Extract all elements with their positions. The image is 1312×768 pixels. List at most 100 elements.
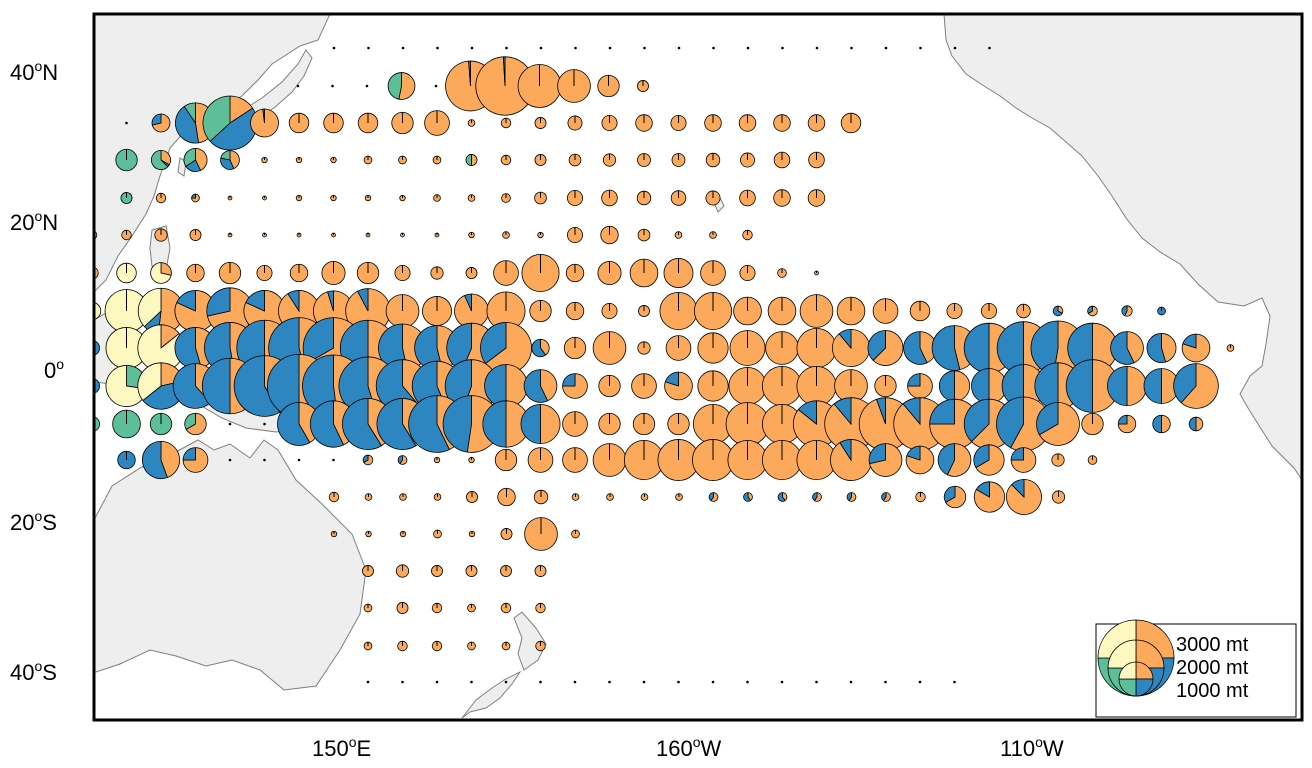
empty-cell-dot-0-817 [815,46,819,50]
legend-label-2000: 2000 mt [1176,657,1249,679]
pie-12s-15 [592,443,627,477]
pie-17s-3 [433,493,442,501]
pie-8n-4 [206,287,254,335]
pie-22s-5 [500,528,513,540]
pie-12s-27 [1010,447,1037,473]
pie-32s-3 [467,603,476,613]
new-zealand-south-landmass [461,670,522,719]
pie-28n-14 [568,153,582,167]
pie-2s-31 [1143,368,1180,404]
pie-32s-5 [535,602,546,614]
empty-cell-dot-0-748 [746,46,750,50]
pie-23n-15 [601,189,618,207]
pie-8n-3 [174,290,217,332]
pie-33n-9 [391,111,414,135]
axis-labels: 40oN 20oN 0o 20oS 40oS 150oE 160oW 110oW [10,58,1064,761]
pie-13n-20 [777,268,787,278]
pie-8n-18 [694,291,733,330]
pie-18n-18 [709,231,717,239]
pie-27s-2 [431,565,443,577]
pie-12s-17 [657,439,700,481]
lon-label-160w: 160oW [656,734,722,761]
empty-cell-dot-1-506 [504,680,508,684]
pie-17s-16 [881,492,891,502]
pie-23n-1 [120,192,133,204]
pie-8n-16 [638,305,650,317]
pie-32s-0 [363,603,373,613]
pie-33n-10 [424,110,450,136]
pie-18n-15 [600,225,619,245]
pie-12s-19 [727,439,768,481]
pie-38n-3 [387,72,416,100]
pie-12s-8 [362,454,374,466]
pie-12s-26 [973,444,1005,476]
pie-17s-17 [915,491,926,503]
pie-13n-2 [150,262,172,284]
pie-18n-2 [154,228,168,242]
pie-22s-6 [524,517,558,551]
pie-33n-15 [601,115,618,131]
pie-28n-18 [705,152,721,168]
pie-7s-4 [228,422,232,426]
pie-18n-9 [400,232,405,238]
pie-2s-32 [1173,363,1219,409]
pie-13n-1 [116,262,137,284]
pie-23n-16 [636,190,652,206]
pie-7s-1 [112,409,141,439]
pie-3n-21 [796,327,837,369]
pie-3n-12 [480,322,532,374]
pie-23n-3 [191,193,200,203]
pie-12s-7 [332,458,335,462]
pie-17s-5 [497,487,516,507]
lat-label-20n: 20oN [10,208,58,235]
empty-cell-dot-0-955 [953,46,957,50]
pie-8n-24 [909,300,931,322]
pie-23n-18 [705,190,721,206]
pie-3n-31 [1146,333,1177,363]
pie-33n-4 [202,95,258,151]
pie-12s-16 [623,439,665,481]
pie-23n-12 [501,193,511,203]
pie-layer [94,46,1235,684]
pie-2s-26 [971,368,1007,404]
pie-18n-11 [468,231,475,239]
pie-33n-5 [250,108,279,138]
pie-23n-6 [295,194,303,202]
pie-18n-6 [296,232,302,238]
pie-17s-10 [675,493,683,501]
pie-22s-2 [399,530,407,538]
pie-12s-12 [494,448,518,472]
pie-7s-31 [1152,414,1171,434]
pie-28n-12 [500,154,512,166]
lat-label-40n: 40oN [10,58,58,85]
pie-18n-10 [434,232,440,238]
empty-cell-dot-1-679 [677,680,680,684]
pie-17s-2 [399,493,407,501]
pie-12s-6 [297,458,301,462]
empty-cell-dot-0-472 [470,46,474,50]
empty-cell-dot-1-817 [815,680,818,684]
pie-7s-28 [1036,402,1080,446]
legend-circle-2 [1118,661,1154,697]
pie-37s-5 [535,640,546,652]
empty-cell-dot-1-644 [642,680,646,684]
pie-27s-4 [500,565,512,577]
pie-2s-17 [664,371,693,401]
pie-2s-18 [697,370,729,402]
pie-8n-27 [1016,303,1031,319]
pie-8n-28 [1052,305,1064,317]
empty-cell-dot-0-714 [712,46,715,50]
pie-3n-32 [1181,333,1211,363]
pie-8n-25 [946,303,963,319]
pie-2s-12 [484,364,528,408]
empty-cell-dot-0-852 [850,46,853,50]
pie-8n-11 [454,293,489,329]
pie-23n-21 [807,189,826,207]
pie-18n-7 [331,232,336,238]
new-zealand-north-landmass [513,611,547,671]
pie-33n-21 [807,114,826,132]
pie-12s-18 [692,439,734,481]
pie-23n-2 [155,192,167,204]
pie-37s-1 [397,640,408,652]
pie-12s-20 [761,439,803,481]
